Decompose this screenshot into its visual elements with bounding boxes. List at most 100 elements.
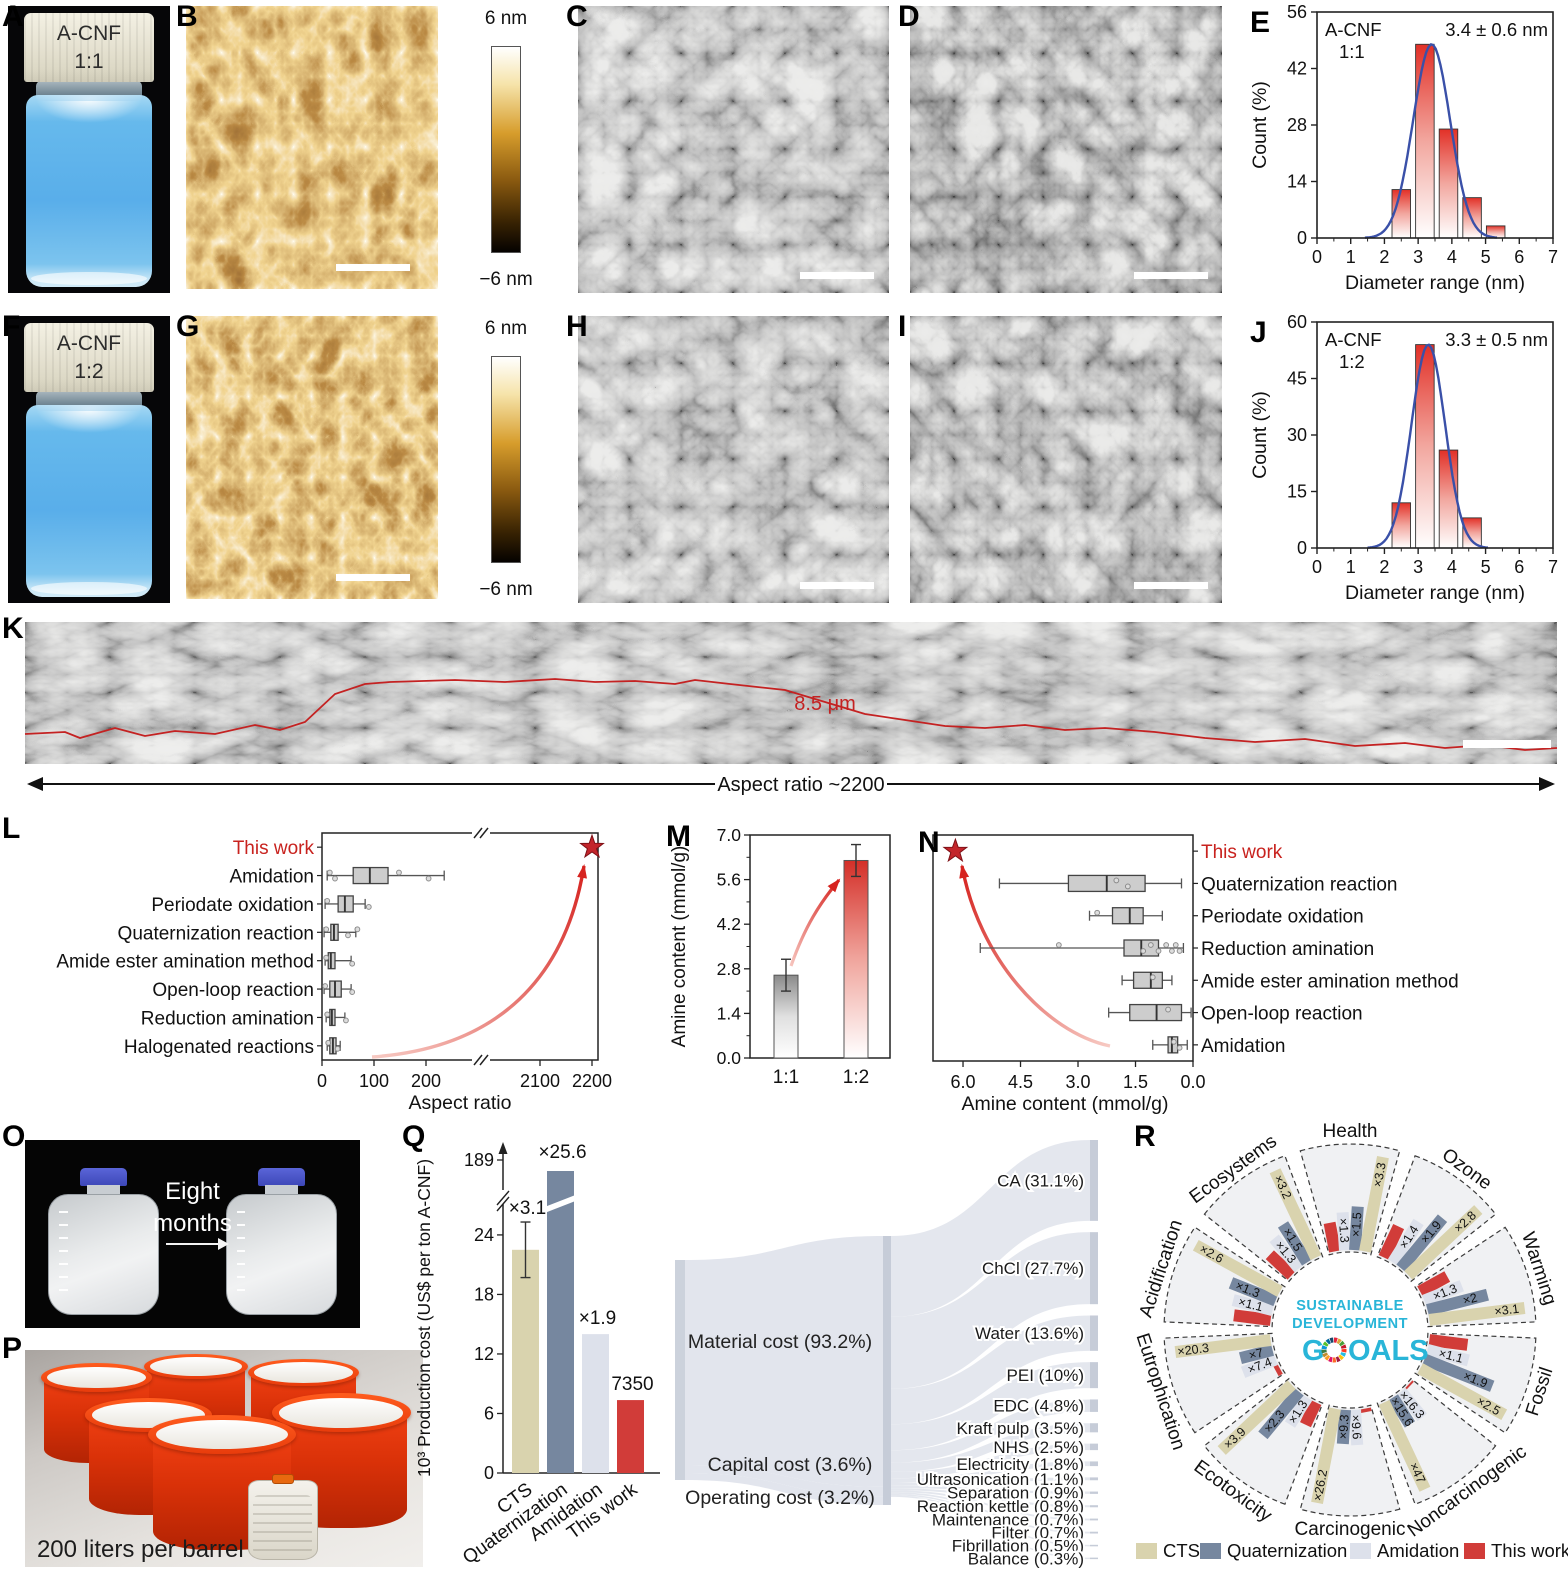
boxplot-aspect-ratio: This work Amidation Periodate oxidation Qua…	[0, 808, 660, 1118]
svg-text:0: 0	[1312, 247, 1322, 267]
svg-text:6: 6	[1514, 247, 1524, 267]
photo-production-barrels: 200 liters per barrel	[25, 1350, 423, 1567]
svg-text:Amidation: Amidation	[230, 867, 315, 888]
svg-text:0.0: 0.0	[1180, 1072, 1205, 1092]
bottle-body	[226, 1193, 337, 1315]
svg-text:Quaternization reaction: Quaternization reaction	[118, 923, 314, 944]
svg-text:3.4 ± 0.6 nm: 3.4 ± 0.6 nm	[1445, 19, 1548, 40]
svg-text:NHS (2.5%): NHS (2.5%)	[993, 1438, 1084, 1457]
svg-text:Periodate oxidation: Periodate oxidation	[1201, 907, 1364, 928]
scale-bar	[1463, 740, 1551, 748]
svg-text:5: 5	[1481, 247, 1491, 267]
svg-text:Diameter range (nm): Diameter range (nm)	[1345, 582, 1525, 604]
svg-text:CTS: CTS	[1163, 1540, 1200, 1561]
colorbar-min-label: −6 nm	[479, 579, 533, 600]
svg-text:0: 0	[1312, 557, 1322, 577]
svg-text:Periodate oxidation: Periodate oxidation	[151, 895, 314, 916]
svg-text:Electricity (1.8%): Electricity (1.8%)	[956, 1455, 1084, 1474]
vial-body-liquid	[25, 94, 153, 288]
svg-text:1: 1	[1346, 557, 1356, 577]
svg-text:Diameter range (nm): Diameter range (nm)	[1345, 272, 1525, 294]
panel-label-d: D	[898, 0, 920, 33]
svg-text:189: 189	[464, 1150, 494, 1170]
svg-text:This work: This work	[1491, 1540, 1568, 1561]
scale-bar	[1134, 272, 1208, 279]
svg-text:Halogenated reactions: Halogenated reactions	[124, 1037, 314, 1058]
tem-image-1-2-low	[578, 316, 889, 603]
svg-text:Operating cost (3.2%): Operating cost (3.2%)	[685, 1487, 875, 1509]
panel-label-b: B	[176, 0, 198, 33]
svg-text:3.0: 3.0	[1065, 1072, 1090, 1092]
svg-text:0.0: 0.0	[717, 1048, 742, 1068]
svg-text:3: 3	[1413, 557, 1423, 577]
vial-cap-label: A-CNF 1:2	[24, 323, 154, 393]
svg-text:30: 30	[1287, 425, 1307, 445]
svg-text:2200: 2200	[572, 1071, 612, 1091]
svg-text:This work: This work	[1201, 842, 1283, 863]
aspect-ratio-caption: Aspect ratio ~2200	[717, 774, 884, 796]
svg-text:Count (%): Count (%)	[1249, 391, 1271, 479]
tem-image-1-1-high	[910, 6, 1222, 293]
svg-text:1:1: 1:1	[773, 1067, 799, 1088]
svg-text:18: 18	[474, 1284, 494, 1304]
svg-text:1.5: 1.5	[1123, 1072, 1148, 1092]
svg-text:24: 24	[474, 1225, 494, 1245]
svg-text:2: 2	[1379, 557, 1389, 577]
panel-label-i: I	[898, 310, 907, 343]
photo-vial-1-2: A-CNF 1:2	[8, 316, 170, 603]
colorbar-max-label: 6 nm	[484, 318, 528, 339]
vial-label-line2: 1:2	[74, 359, 104, 383]
svg-text:6: 6	[484, 1403, 494, 1423]
tem-image-1-1-low	[578, 6, 889, 293]
svg-text:42: 42	[1287, 59, 1307, 79]
photo-vial-1-1: A-CNF 1:1	[8, 6, 170, 293]
aspect-ratio-arrow: Aspect ratio ~2200	[27, 774, 1555, 796]
svg-text:100: 100	[359, 1071, 389, 1091]
boxplot-amine-content: This work Quaternization reaction Periodat…	[905, 808, 1568, 1118]
svg-text:1:2: 1:2	[1339, 351, 1365, 372]
svg-text:4: 4	[1447, 557, 1457, 577]
time-arrow-icon	[165, 1238, 229, 1251]
svg-text:10³ Production cost (US$ per t: 10³ Production cost (US$ per ton A-CNF)	[414, 1159, 434, 1477]
panel-label-n: N	[918, 826, 940, 859]
vial-label-line1: A-CNF	[56, 22, 122, 46]
panel-label-o: O	[2, 1120, 26, 1153]
svg-text:Quaternization: Quaternization	[1227, 1540, 1347, 1561]
svg-text:28: 28	[1287, 115, 1307, 135]
svg-text:45: 45	[1287, 369, 1307, 389]
svg-text:×3.1: ×3.1	[509, 1198, 547, 1219]
panel-label-k: K	[2, 612, 24, 645]
barrel-volume-caption: 200 liters per barrel	[36, 1535, 244, 1563]
svg-text:12: 12	[474, 1344, 494, 1364]
colorbar-max-label: 6 nm	[484, 8, 528, 29]
svg-text:0: 0	[317, 1071, 327, 1091]
svg-text:Open-loop reaction: Open-loop reaction	[1201, 1004, 1363, 1025]
svg-text:×1.3: ×1.3	[1336, 1218, 1352, 1244]
svg-text:CA (31.1%): CA (31.1%)	[997, 1171, 1084, 1190]
svg-text:15: 15	[1287, 482, 1307, 502]
scale-bar	[800, 272, 874, 279]
scale-bar	[336, 574, 410, 581]
colorbar-min-label: −6 nm	[479, 269, 533, 290]
panel-label-a: A	[2, 0, 24, 33]
svg-text:2100: 2100	[520, 1071, 560, 1091]
bottle-neck	[264, 1185, 298, 1196]
svg-text:56: 56	[1287, 2, 1307, 22]
svg-text:14: 14	[1287, 172, 1307, 192]
svg-text:A-CNF: A-CNF	[1325, 19, 1382, 40]
histogram-panel-j: 0 1 2 3 4 5 6 7 0 15 30 45 60 Diameter range (nm) Coun…	[1246, 310, 1568, 615]
svg-text:3.3 ± 0.5 nm: 3.3 ± 0.5 nm	[1445, 329, 1548, 350]
svg-text:Material cost (93.2%): Material cost (93.2%)	[688, 1331, 872, 1353]
svg-text:Amine content (mmol/g): Amine content (mmol/g)	[962, 1093, 1169, 1115]
svg-text:Quaternization reaction: Quaternization reaction	[1201, 874, 1397, 895]
svg-text:Health: Health	[1323, 1121, 1378, 1142]
svg-text:7: 7	[1548, 557, 1558, 577]
radial-chart-environmental-impact: ×1.3 ×1.5 ×3.3 Health ×1.4 ×1.9 ×2.8 Ozone ×1.3 ×…	[1128, 1117, 1568, 1569]
vial-neck	[35, 80, 143, 101]
svg-text:7: 7	[1548, 247, 1558, 267]
svg-text:Amide ester amination method: Amide ester amination method	[1201, 971, 1459, 992]
svg-text:Reduction amination: Reduction amination	[141, 1008, 314, 1029]
svg-text:×26.2: ×26.2	[1311, 1468, 1331, 1502]
barchart-production-cost: 0 6 12 18 24 189 ×3.1 ×25.6 ×1.9 7350 CTS Quaterniz…	[398, 1118, 698, 1569]
